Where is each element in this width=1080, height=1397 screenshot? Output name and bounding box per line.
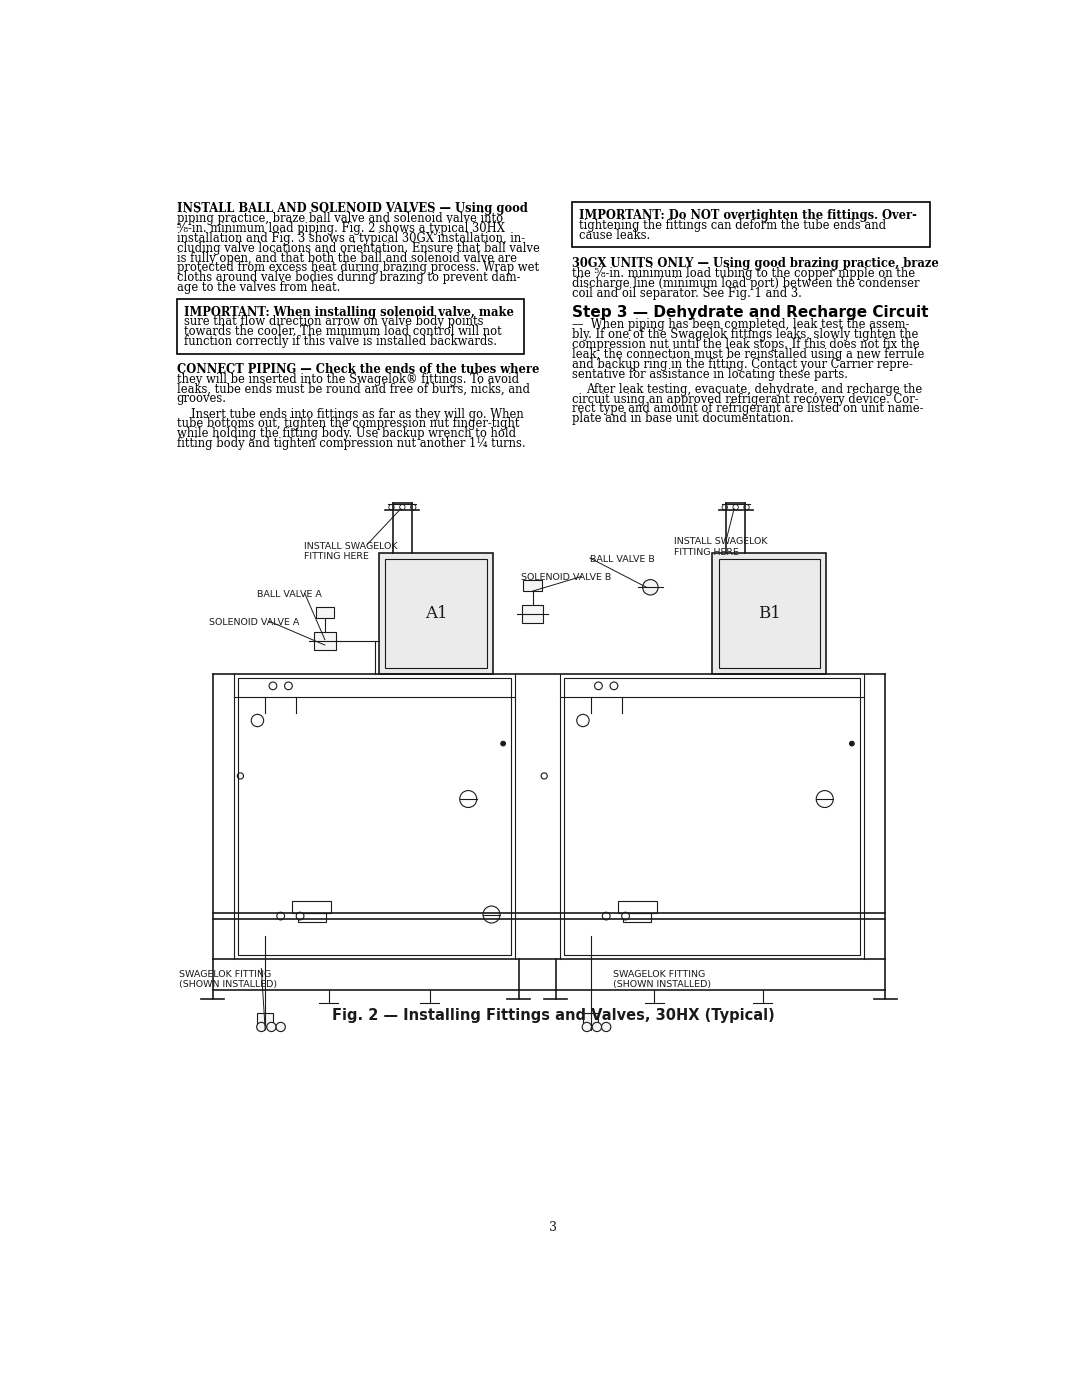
Circle shape bbox=[582, 1023, 592, 1031]
Text: BALL VALVE A: BALL VALVE A bbox=[257, 591, 322, 599]
Circle shape bbox=[389, 504, 394, 510]
Bar bbox=[564, 678, 860, 956]
Text: the ⁵⁄₈-in. minimum load tubing to the copper nipple on the: the ⁵⁄₈-in. minimum load tubing to the c… bbox=[572, 267, 915, 281]
Text: and backup ring in the fitting. Contact your Carrier repre-: and backup ring in the fitting. Contact … bbox=[572, 358, 913, 370]
Bar bbox=[618, 901, 657, 914]
Circle shape bbox=[602, 1023, 611, 1031]
Bar bbox=[293, 901, 332, 914]
Circle shape bbox=[592, 1023, 602, 1031]
Bar bbox=[238, 678, 511, 956]
Text: SWAGELOK FITTING
(SHOWN INSTALLED): SWAGELOK FITTING (SHOWN INSTALLED) bbox=[613, 970, 712, 989]
Text: IMPORTANT: Do NOT overtighten the fittings. Over-: IMPORTANT: Do NOT overtighten the fittin… bbox=[579, 210, 917, 222]
Circle shape bbox=[400, 504, 405, 510]
Text: B1: B1 bbox=[758, 605, 781, 622]
Text: grooves.: grooves. bbox=[177, 393, 227, 405]
Text: Fig. 2 — Installing Fittings and Valves, 30HX (Typical): Fig. 2 — Installing Fittings and Valves,… bbox=[333, 1009, 774, 1024]
Text: SWAGELOK FITTING
(SHOWN INSTALLED): SWAGELOK FITTING (SHOWN INSTALLED) bbox=[179, 970, 278, 989]
Text: they will be inserted into the Swagelok® fittings. To avoid: they will be inserted into the Swagelok®… bbox=[177, 373, 519, 386]
Text: 3: 3 bbox=[550, 1221, 557, 1234]
Circle shape bbox=[744, 504, 750, 510]
Bar bbox=[713, 553, 826, 675]
Text: function correctly if this valve is installed backwards.: function correctly if this valve is inst… bbox=[184, 335, 497, 348]
Bar bbox=[572, 203, 930, 247]
Text: —  When piping has been completed, leak test the assem-: — When piping has been completed, leak t… bbox=[572, 319, 909, 331]
Bar bbox=[623, 914, 651, 922]
Bar bbox=[379, 553, 494, 675]
Bar bbox=[718, 559, 820, 668]
Text: compression nut until the leak stops. If this does not fix the: compression nut until the leak stops. If… bbox=[572, 338, 920, 351]
Text: fitting body and tighten compression nut another 1¼ turns.: fitting body and tighten compression nut… bbox=[177, 437, 526, 450]
Text: leak, the connection must be reinstalled using a new ferrule: leak, the connection must be reinstalled… bbox=[572, 348, 924, 360]
Circle shape bbox=[603, 912, 610, 921]
Bar bbox=[524, 580, 542, 591]
Circle shape bbox=[257, 1023, 266, 1031]
Circle shape bbox=[622, 912, 630, 921]
Text: installation and Fig. 3 shows a typical 30GX installation, in-: installation and Fig. 3 shows a typical … bbox=[177, 232, 525, 244]
Text: age to the valves from heat.: age to the valves from heat. bbox=[177, 281, 340, 295]
Text: coil and oil separator. See Fig. 1 and 3.: coil and oil separator. See Fig. 1 and 3… bbox=[572, 286, 802, 300]
Bar bbox=[298, 914, 326, 922]
Circle shape bbox=[723, 504, 728, 510]
Bar bbox=[386, 559, 487, 668]
Bar bbox=[177, 299, 524, 353]
Text: cloths around valve bodies during brazing to prevent dam-: cloths around valve bodies during brazin… bbox=[177, 271, 521, 284]
Text: INSTALL SWAGELOK
FITTING HERE: INSTALL SWAGELOK FITTING HERE bbox=[303, 542, 397, 562]
Text: sure that flow direction arrow on valve body points: sure that flow direction arrow on valve … bbox=[184, 316, 484, 328]
Text: INSTALL BALL AND SOLENOID VALVES — Using good: INSTALL BALL AND SOLENOID VALVES — Using… bbox=[177, 203, 528, 215]
Circle shape bbox=[267, 1023, 276, 1031]
Circle shape bbox=[501, 742, 505, 746]
Text: Step 3 — Dehydrate and Recharge Circuit: Step 3 — Dehydrate and Recharge Circuit bbox=[572, 305, 929, 320]
Text: protected from excess heat during brazing process. Wrap wet: protected from excess heat during brazin… bbox=[177, 261, 539, 274]
Circle shape bbox=[733, 504, 739, 510]
Bar bbox=[315, 606, 334, 617]
Text: plate and in base unit documentation.: plate and in base unit documentation. bbox=[572, 412, 794, 425]
Text: bly. If one of the Swagelok fittings leaks, slowly tighten the: bly. If one of the Swagelok fittings lea… bbox=[572, 328, 918, 341]
Bar bbox=[257, 1013, 273, 1027]
Circle shape bbox=[296, 912, 303, 921]
Text: towards the cooler. The minimum load control will not: towards the cooler. The minimum load con… bbox=[184, 326, 501, 338]
Text: sentative for assistance in locating these parts.: sentative for assistance in locating the… bbox=[572, 367, 848, 380]
Text: tube bottoms out, tighten the compression nut finger-tight: tube bottoms out, tighten the compressio… bbox=[177, 418, 519, 430]
Circle shape bbox=[643, 580, 658, 595]
Text: SOLENOID VALVE B: SOLENOID VALVE B bbox=[521, 573, 611, 583]
Text: is fully open, and that both the ball and solenoid valve are: is fully open, and that both the ball an… bbox=[177, 251, 517, 264]
Text: rect type and amount of refrigerant are listed on unit name-: rect type and amount of refrigerant are … bbox=[572, 402, 923, 415]
Text: BALL VALVE B: BALL VALVE B bbox=[590, 555, 654, 564]
Circle shape bbox=[276, 912, 284, 921]
Text: ⁵⁄₈-in. minimum load piping. Fig. 2 shows a typical 30HX: ⁵⁄₈-in. minimum load piping. Fig. 2 show… bbox=[177, 222, 504, 235]
Text: INSTALL SWAGELOK
FITTING HERE: INSTALL SWAGELOK FITTING HERE bbox=[674, 538, 767, 556]
Bar bbox=[583, 1013, 598, 1027]
Circle shape bbox=[276, 1023, 285, 1031]
Text: leaks, tube ends must be round and free of burrs, nicks, and: leaks, tube ends must be round and free … bbox=[177, 383, 530, 395]
Text: piping practice, braze ball valve and solenoid valve into: piping practice, braze ball valve and so… bbox=[177, 212, 503, 225]
Text: cause leaks.: cause leaks. bbox=[579, 229, 650, 242]
Bar bbox=[522, 605, 543, 623]
Text: IMPORTANT: When installing solenoid valve, make: IMPORTANT: When installing solenoid valv… bbox=[184, 306, 514, 319]
Text: SOLENOID VALVE A: SOLENOID VALVE A bbox=[208, 617, 299, 627]
Text: cluding valve locations and orientation. Ensure that ball valve: cluding valve locations and orientation.… bbox=[177, 242, 540, 254]
Circle shape bbox=[410, 504, 416, 510]
Text: discharge line (minimum load port) between the condenser: discharge line (minimum load port) betwe… bbox=[572, 277, 919, 291]
Text: A1: A1 bbox=[424, 605, 447, 622]
Text: tightening the fittings can deform the tube ends and: tightening the fittings can deform the t… bbox=[579, 219, 887, 232]
Text: 30GX UNITS ONLY — Using good brazing practice, braze: 30GX UNITS ONLY — Using good brazing pra… bbox=[572, 257, 939, 270]
Bar bbox=[314, 631, 336, 651]
Circle shape bbox=[850, 742, 854, 746]
Text: Insert tube ends into fittings as far as they will go. When: Insert tube ends into fittings as far as… bbox=[191, 408, 524, 420]
Text: CONNECT PIPING — Check the ends of the tubes where: CONNECT PIPING — Check the ends of the t… bbox=[177, 363, 539, 376]
Text: while holding the fitting body. Use backup wrench to hold: while holding the fitting body. Use back… bbox=[177, 427, 516, 440]
Text: circuit using an approved refrigerant recovery device. Cor-: circuit using an approved refrigerant re… bbox=[572, 393, 919, 405]
Text: After leak testing, evacuate, dehydrate, and recharge the: After leak testing, evacuate, dehydrate,… bbox=[586, 383, 922, 395]
